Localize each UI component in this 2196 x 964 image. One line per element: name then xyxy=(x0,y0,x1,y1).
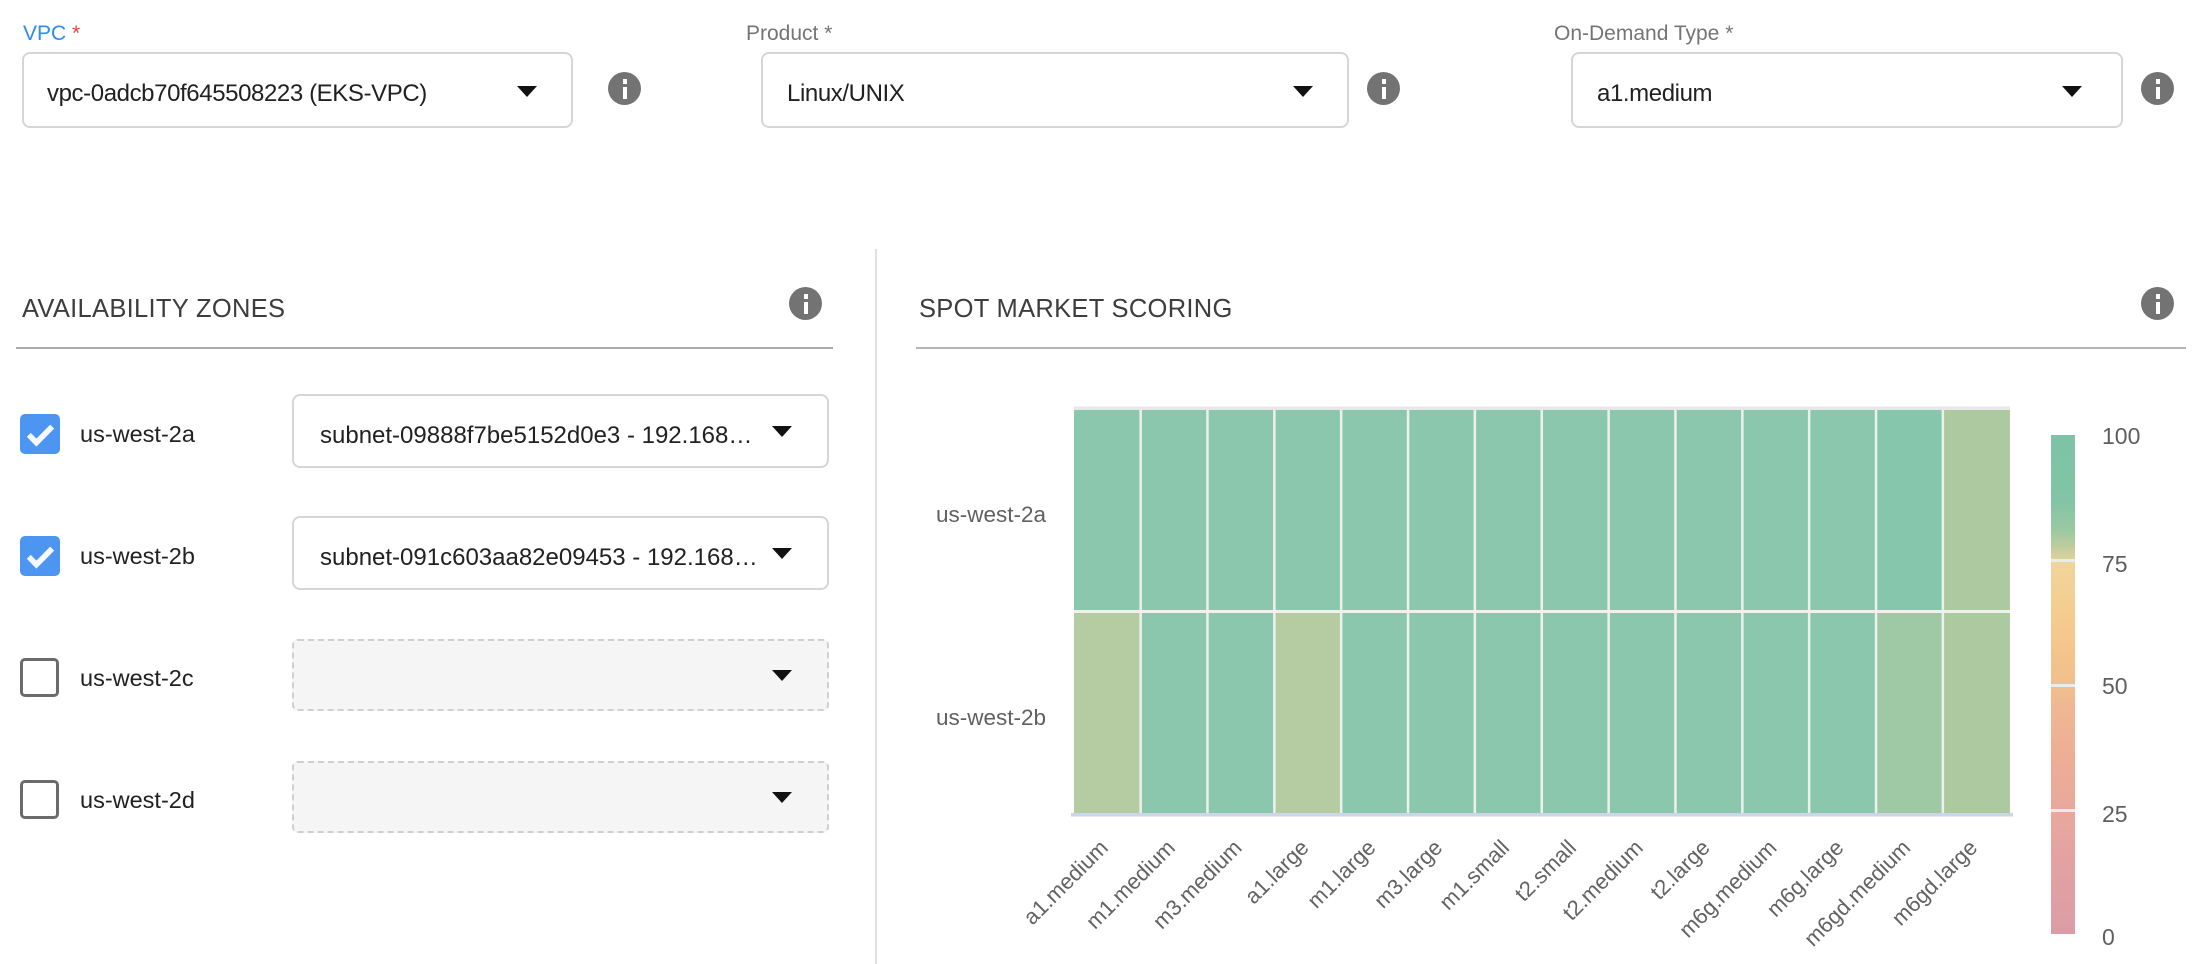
svg-text:us-west-2b: us-west-2b xyxy=(936,705,1046,730)
svg-text:us-west-2a: us-west-2a xyxy=(936,502,1047,527)
svg-text:m1.large: m1.large xyxy=(1302,835,1380,913)
svg-text:0: 0 xyxy=(2102,924,2115,950)
svg-text:25: 25 xyxy=(2102,801,2128,827)
svg-text:m1.small: m1.small xyxy=(1434,835,1514,915)
svg-text:a1.large: a1.large xyxy=(1240,835,1314,909)
svg-text:75: 75 xyxy=(2102,551,2128,577)
svg-text:m3.large: m3.large xyxy=(1369,835,1447,913)
svg-text:50: 50 xyxy=(2102,673,2128,699)
svg-text:100: 100 xyxy=(2102,423,2140,449)
